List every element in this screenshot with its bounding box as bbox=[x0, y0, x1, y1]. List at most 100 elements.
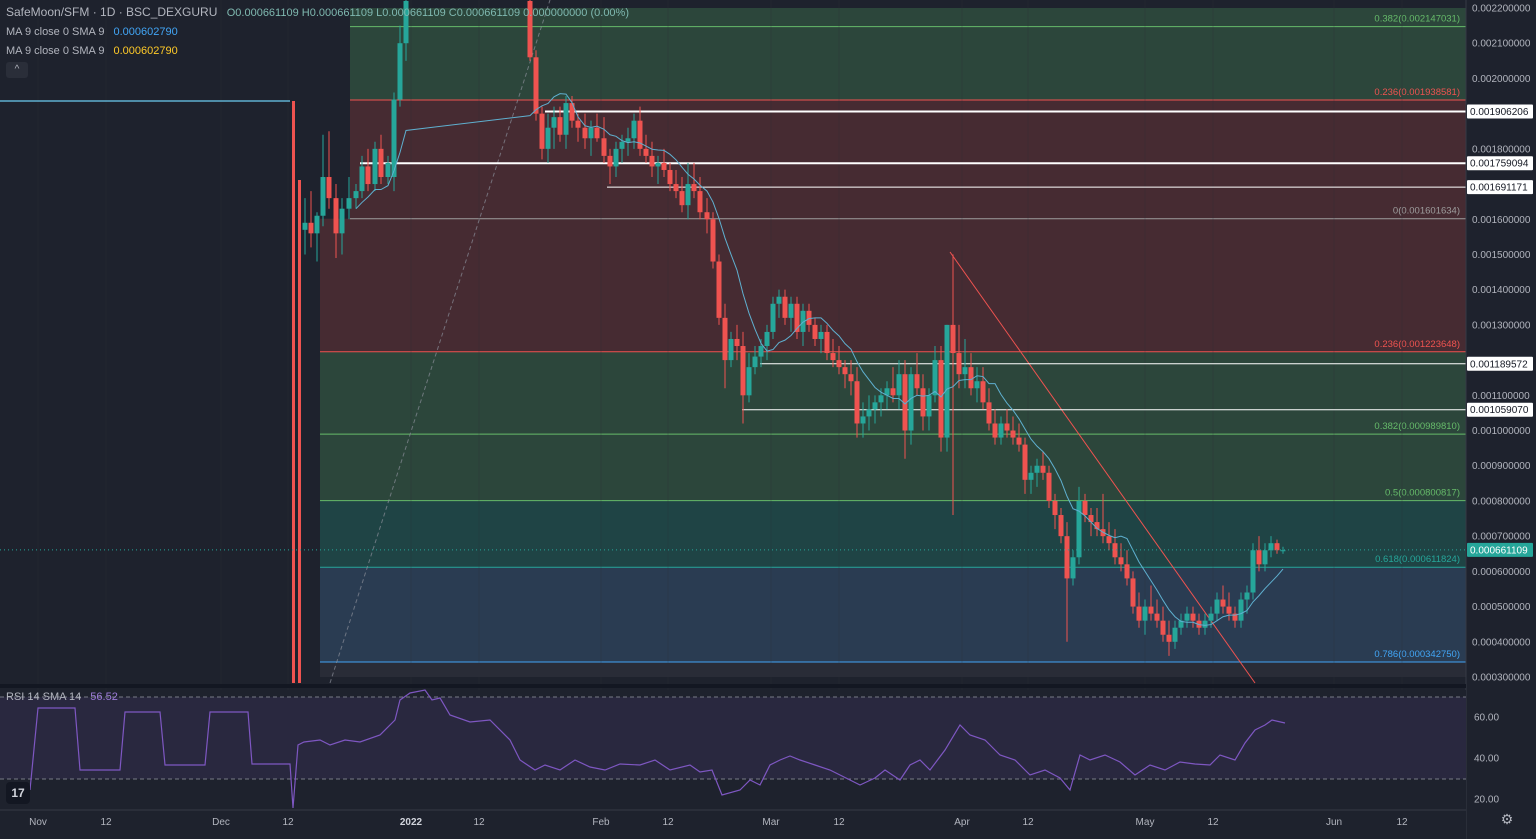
rsi-tick-label: 40.00 bbox=[1474, 754, 1499, 765]
tradingview-logo-icon[interactable]: 17 bbox=[6, 782, 30, 804]
candle bbox=[818, 331, 824, 339]
candle bbox=[378, 148, 384, 178]
x-tick-label: 12 bbox=[833, 817, 845, 828]
candle bbox=[1112, 543, 1118, 558]
candle bbox=[613, 148, 619, 167]
rsi-line bbox=[29, 689, 1286, 809]
candle bbox=[1238, 599, 1244, 621]
candle bbox=[956, 353, 962, 375]
candle bbox=[746, 367, 752, 396]
candle bbox=[986, 402, 992, 424]
candle bbox=[980, 381, 986, 403]
candle bbox=[569, 103, 575, 121]
price-tag bbox=[1467, 180, 1533, 195]
candle bbox=[527, 0, 533, 58]
candle bbox=[1022, 444, 1028, 480]
candle bbox=[563, 103, 569, 135]
y-tick-label: 0.000300000 bbox=[1472, 673, 1531, 684]
fib-zone bbox=[350, 100, 1466, 219]
candle bbox=[1214, 599, 1220, 614]
x-tick-label: May bbox=[1136, 817, 1155, 828]
x-tick-label: Jun bbox=[1326, 817, 1342, 828]
price-tag-label: 0.001691171 bbox=[1470, 183, 1528, 194]
ma1-label: MA 9 close 0 SMA 9 bbox=[6, 26, 105, 38]
candle bbox=[1202, 620, 1208, 628]
candle bbox=[551, 117, 557, 128]
candle bbox=[812, 324, 818, 339]
candle bbox=[722, 317, 728, 361]
candle bbox=[830, 353, 836, 361]
rsi-tick-label: 60.00 bbox=[1474, 713, 1499, 724]
fib-zone bbox=[320, 567, 1466, 662]
last-price-label: 0.000661109 bbox=[1470, 545, 1528, 556]
candle bbox=[637, 120, 643, 149]
x-tick-label: 12 bbox=[1207, 817, 1219, 828]
fib-zone bbox=[320, 218, 1466, 352]
fib-zone bbox=[320, 434, 1466, 501]
candle bbox=[1076, 500, 1082, 558]
candle bbox=[685, 184, 691, 206]
candle bbox=[1130, 578, 1136, 607]
candle bbox=[403, 0, 409, 44]
candle bbox=[710, 219, 716, 262]
candle bbox=[866, 409, 872, 417]
candle bbox=[1070, 557, 1076, 579]
fib-level-label: 0.236(0.001223648) bbox=[1374, 339, 1460, 350]
candle bbox=[625, 138, 631, 142]
candle bbox=[998, 423, 1004, 438]
x-tick-label: Feb bbox=[592, 817, 610, 828]
collapse-legend-button[interactable]: ^ bbox=[6, 62, 28, 78]
trend-line bbox=[949, 251, 1256, 684]
candle bbox=[1226, 606, 1232, 614]
fib-level-label: 0.786(0.000342750) bbox=[1374, 649, 1460, 660]
candle bbox=[794, 303, 800, 332]
fib-zone bbox=[350, 26, 1466, 101]
rsi-tick-label: 20.00 bbox=[1474, 795, 1499, 806]
candle bbox=[1154, 613, 1160, 621]
candle bbox=[533, 57, 539, 114]
x-tick-label: 12 bbox=[282, 817, 294, 828]
candle bbox=[782, 296, 788, 318]
candle bbox=[974, 381, 980, 389]
candle bbox=[860, 416, 866, 424]
candle bbox=[884, 388, 890, 396]
candle bbox=[631, 120, 637, 139]
candle bbox=[704, 212, 710, 220]
candle bbox=[1178, 620, 1184, 628]
candle bbox=[1106, 536, 1112, 544]
y-tick-label: 0.002000000 bbox=[1472, 74, 1531, 85]
candle bbox=[992, 423, 998, 438]
y-tick-label: 0.002200000 bbox=[1472, 4, 1531, 15]
candle bbox=[697, 191, 703, 213]
candle bbox=[314, 215, 320, 234]
ma2-legend[interactable]: MA 9 close 0 SMA 9 0.000602790 bbox=[6, 44, 178, 58]
ma1-value: 0.000602790 bbox=[113, 26, 178, 38]
candle bbox=[800, 310, 806, 332]
candle bbox=[667, 169, 673, 185]
fib-level-label: 0.236(0.001938581) bbox=[1374, 87, 1460, 98]
candle bbox=[545, 127, 551, 149]
gear-icon[interactable]: ⚙ bbox=[1500, 811, 1514, 827]
candle bbox=[1064, 536, 1070, 579]
candle bbox=[353, 191, 359, 199]
candle bbox=[1232, 613, 1238, 621]
ohlc-values: O0.000661109 H0.000661109 L0.000661109 C… bbox=[226, 7, 629, 19]
fib-zone bbox=[320, 661, 1466, 677]
symbol-title[interactable]: SafeMoon/SFM · 1D · BSC_DEXGURU bbox=[6, 5, 218, 19]
candle bbox=[788, 303, 794, 318]
ma1-legend[interactable]: MA 9 close 0 SMA 9 0.000602790 bbox=[6, 25, 178, 39]
candle bbox=[1244, 592, 1250, 600]
candle bbox=[1148, 606, 1154, 614]
candle bbox=[872, 402, 878, 410]
candle bbox=[397, 43, 403, 100]
candle bbox=[1040, 465, 1046, 473]
candle bbox=[962, 367, 968, 375]
candle bbox=[896, 374, 902, 396]
rsi-legend[interactable]: RSI 14 SMA 14 56.52 bbox=[6, 690, 118, 704]
candle bbox=[619, 141, 625, 149]
x-tick-label: Mar bbox=[762, 817, 780, 828]
y-tick-label: 0.001300000 bbox=[1472, 320, 1531, 331]
price-tag bbox=[1467, 156, 1533, 171]
x-tick-label: 2022 bbox=[400, 817, 423, 828]
